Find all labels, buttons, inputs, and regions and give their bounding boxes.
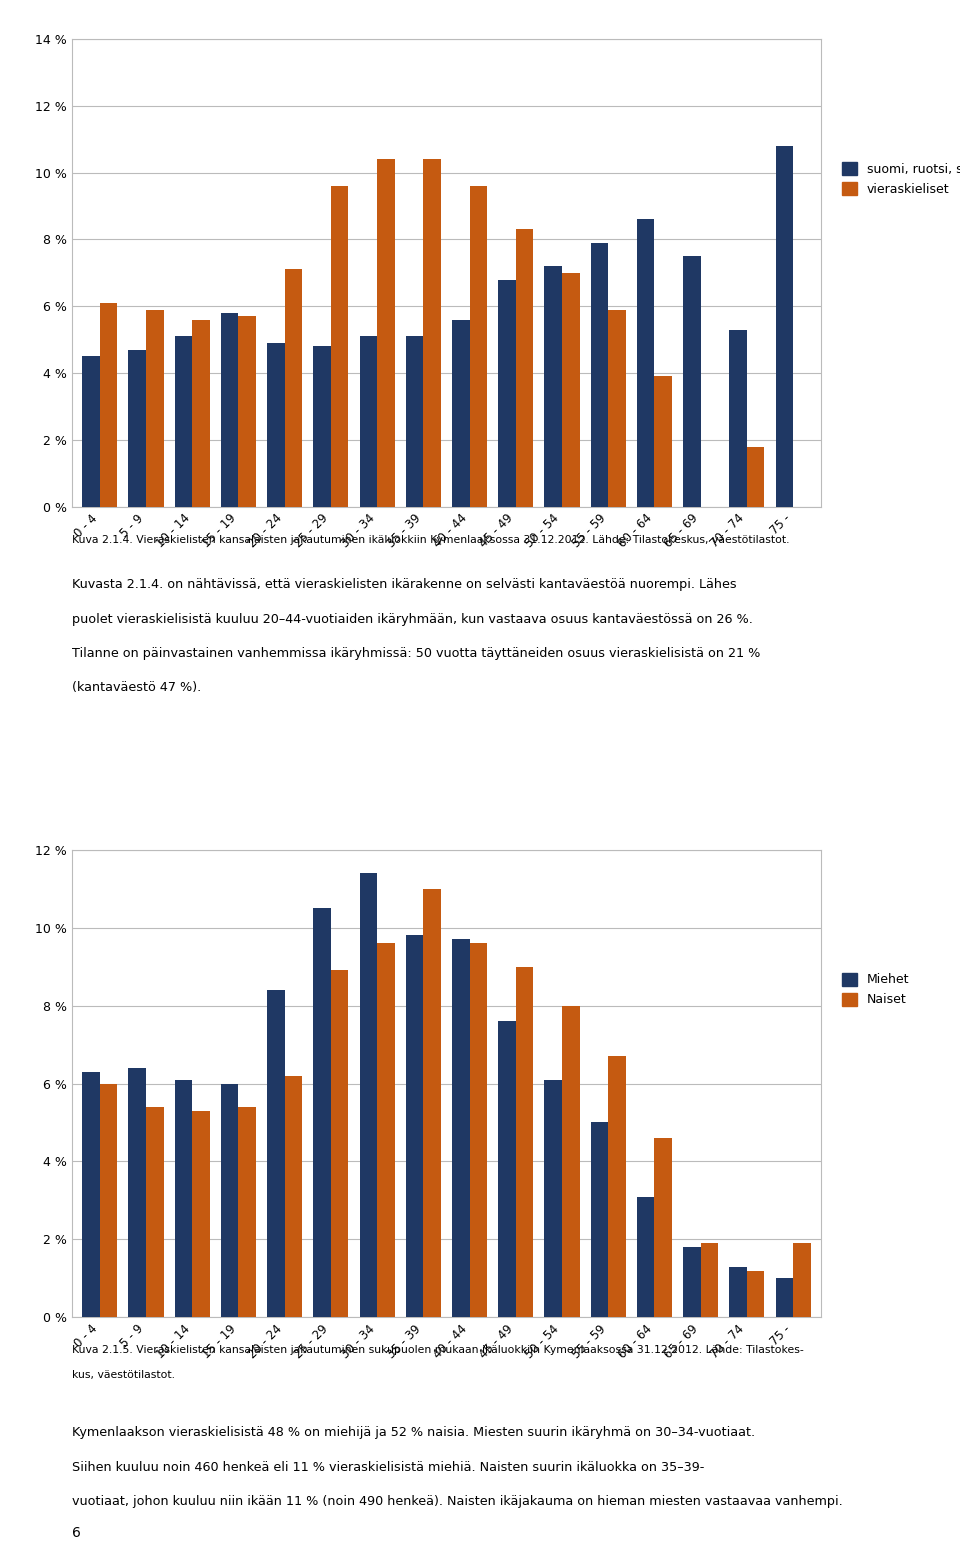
Text: Kuva 2.1.4. Vieraskielisten kansalaisten jakautuminen ikäluokkiin Kymenlaaksossa: Kuva 2.1.4. Vieraskielisten kansalaisten… — [72, 535, 789, 544]
Bar — [498, 1021, 516, 1317]
Bar — [609, 1057, 626, 1317]
Bar — [267, 343, 284, 507]
Bar — [562, 273, 580, 507]
Bar — [684, 1247, 701, 1317]
Bar — [129, 1068, 146, 1317]
Bar — [423, 159, 441, 507]
Bar — [359, 873, 377, 1317]
Bar — [377, 159, 395, 507]
Bar — [730, 1266, 747, 1317]
Bar — [238, 1107, 256, 1317]
Bar — [776, 147, 793, 507]
Bar — [129, 349, 146, 507]
Bar — [284, 270, 302, 507]
Legend: suomi, ruotsi, saame, vieraskieliset: suomi, ruotsi, saame, vieraskieliset — [842, 162, 960, 195]
Bar — [331, 970, 348, 1317]
Text: (kantaväestö 47 %).: (kantaväestö 47 %). — [72, 681, 202, 694]
Bar — [100, 302, 117, 507]
Bar — [221, 313, 238, 507]
Bar — [267, 990, 284, 1317]
Bar — [238, 316, 256, 507]
Bar — [747, 446, 764, 507]
Bar — [562, 1006, 580, 1317]
Bar — [192, 1110, 209, 1317]
Bar — [221, 1084, 238, 1317]
Bar — [684, 256, 701, 507]
Bar — [331, 186, 348, 507]
Bar — [423, 889, 441, 1317]
Bar — [776, 1278, 793, 1317]
Bar — [313, 907, 331, 1317]
Bar — [516, 229, 534, 507]
Text: puolet vieraskielisistä kuuluu 20–44-vuotiaiden ikäryhmään, kun vastaava osuus k: puolet vieraskielisistä kuuluu 20–44-vuo… — [72, 613, 753, 625]
Bar — [313, 346, 331, 507]
Bar — [609, 310, 626, 507]
Bar — [793, 1244, 810, 1317]
Bar — [655, 376, 672, 507]
Bar — [590, 243, 609, 507]
Bar — [701, 1244, 718, 1317]
Bar — [377, 943, 395, 1317]
Bar — [452, 939, 469, 1317]
Bar — [192, 320, 209, 507]
Bar — [146, 310, 163, 507]
Text: kus, väestötilastot.: kus, väestötilastot. — [72, 1370, 175, 1380]
Text: 6: 6 — [72, 1526, 81, 1540]
Text: Kymenlaakson vieraskielisistä 48 % on miehijä ja 52 % naisia. Miesten suurin ikä: Kymenlaakson vieraskielisistä 48 % on mi… — [72, 1426, 756, 1439]
Bar — [175, 1079, 192, 1317]
Bar — [83, 357, 100, 507]
Bar — [636, 220, 655, 507]
Bar — [452, 320, 469, 507]
Bar — [655, 1138, 672, 1317]
Text: Siihen kuuluu noin 460 henkeä eli 11 % vieraskielisistä miehiä. Naisten suurin i: Siihen kuuluu noin 460 henkeä eli 11 % v… — [72, 1461, 705, 1473]
Legend: Miehet, Naiset: Miehet, Naiset — [842, 973, 909, 1006]
Bar — [544, 267, 562, 507]
Bar — [544, 1079, 562, 1317]
Bar — [590, 1122, 609, 1317]
Bar — [100, 1084, 117, 1317]
Bar — [406, 935, 423, 1317]
Bar — [146, 1107, 163, 1317]
Bar — [730, 329, 747, 507]
Text: Tilanne on päinvastainen vanhemmissa ikäryhmissä: 50 vuotta täyttäneiden osuus v: Tilanne on päinvastainen vanhemmissa ikä… — [72, 647, 760, 659]
Bar — [498, 279, 516, 507]
Text: vuotiaat, johon kuuluu niin ikään 11 % (noin 490 henkeä). Naisten ikäjakauma on : vuotiaat, johon kuuluu niin ikään 11 % (… — [72, 1495, 843, 1508]
Bar — [83, 1073, 100, 1317]
Bar — [406, 337, 423, 507]
Bar — [284, 1076, 302, 1317]
Bar — [636, 1197, 655, 1317]
Text: Kuvasta 2.1.4. on nähtävissä, että vieraskielisten ikärakenne on selvästi kantav: Kuvasta 2.1.4. on nähtävissä, että viera… — [72, 578, 736, 591]
Bar — [469, 943, 487, 1317]
Bar — [175, 337, 192, 507]
Bar — [747, 1271, 764, 1317]
Bar — [359, 337, 377, 507]
Text: Kuva 2.1.5. Vieraskielisten kansalaisten jakautuminen sukupuolen mukaan ikäluokk: Kuva 2.1.5. Vieraskielisten kansalaisten… — [72, 1345, 804, 1355]
Bar — [516, 967, 534, 1317]
Bar — [469, 186, 487, 507]
